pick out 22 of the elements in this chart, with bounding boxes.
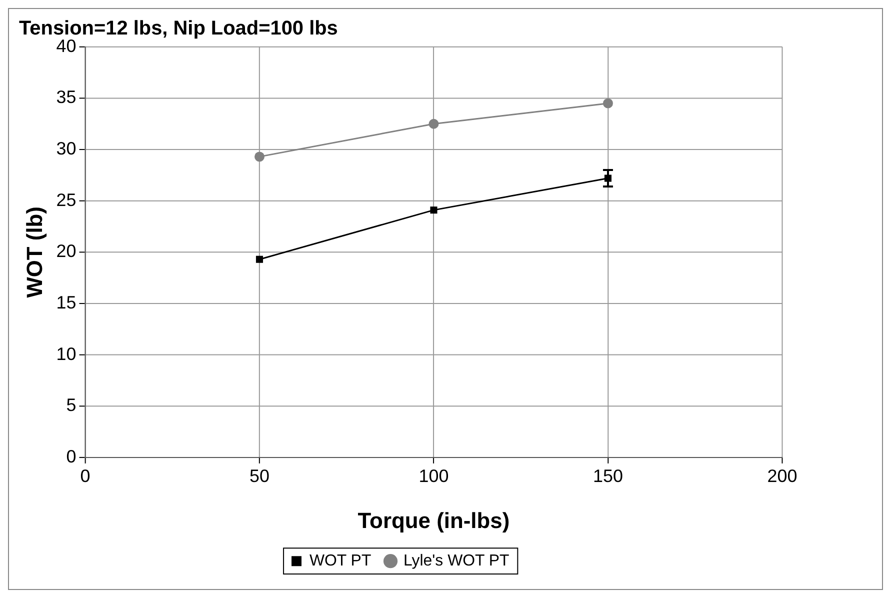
y-tick-label: 0 [66, 446, 76, 466]
x-tick-label: 100 [418, 466, 449, 486]
y-tick-label: 25 [56, 190, 76, 210]
point [428, 118, 439, 129]
point [602, 98, 613, 108]
y-tick-label: 15 [56, 292, 76, 312]
point [254, 152, 264, 162]
x-tick-label: 0 [80, 466, 90, 486]
y-tick-label: 30 [56, 138, 76, 158]
point [430, 206, 438, 214]
x-axis-title: Torque (in-lbs) [358, 508, 510, 534]
legend-label: Lyle's WOT PT [403, 552, 510, 570]
y-tick-label: 20 [56, 241, 76, 262]
x-tick-label: 50 [250, 466, 270, 486]
y-axis-title: WOT (lb) [22, 206, 48, 298]
point [256, 256, 264, 263]
x-tick-label: 200 [767, 466, 798, 486]
y-tick-label: 5 [66, 395, 76, 416]
x-tick-label: 150 [593, 466, 623, 486]
legend-label: WOT PT [309, 552, 372, 570]
y-tick-label: 10 [56, 344, 76, 364]
y-tick-label: 35 [56, 87, 76, 108]
